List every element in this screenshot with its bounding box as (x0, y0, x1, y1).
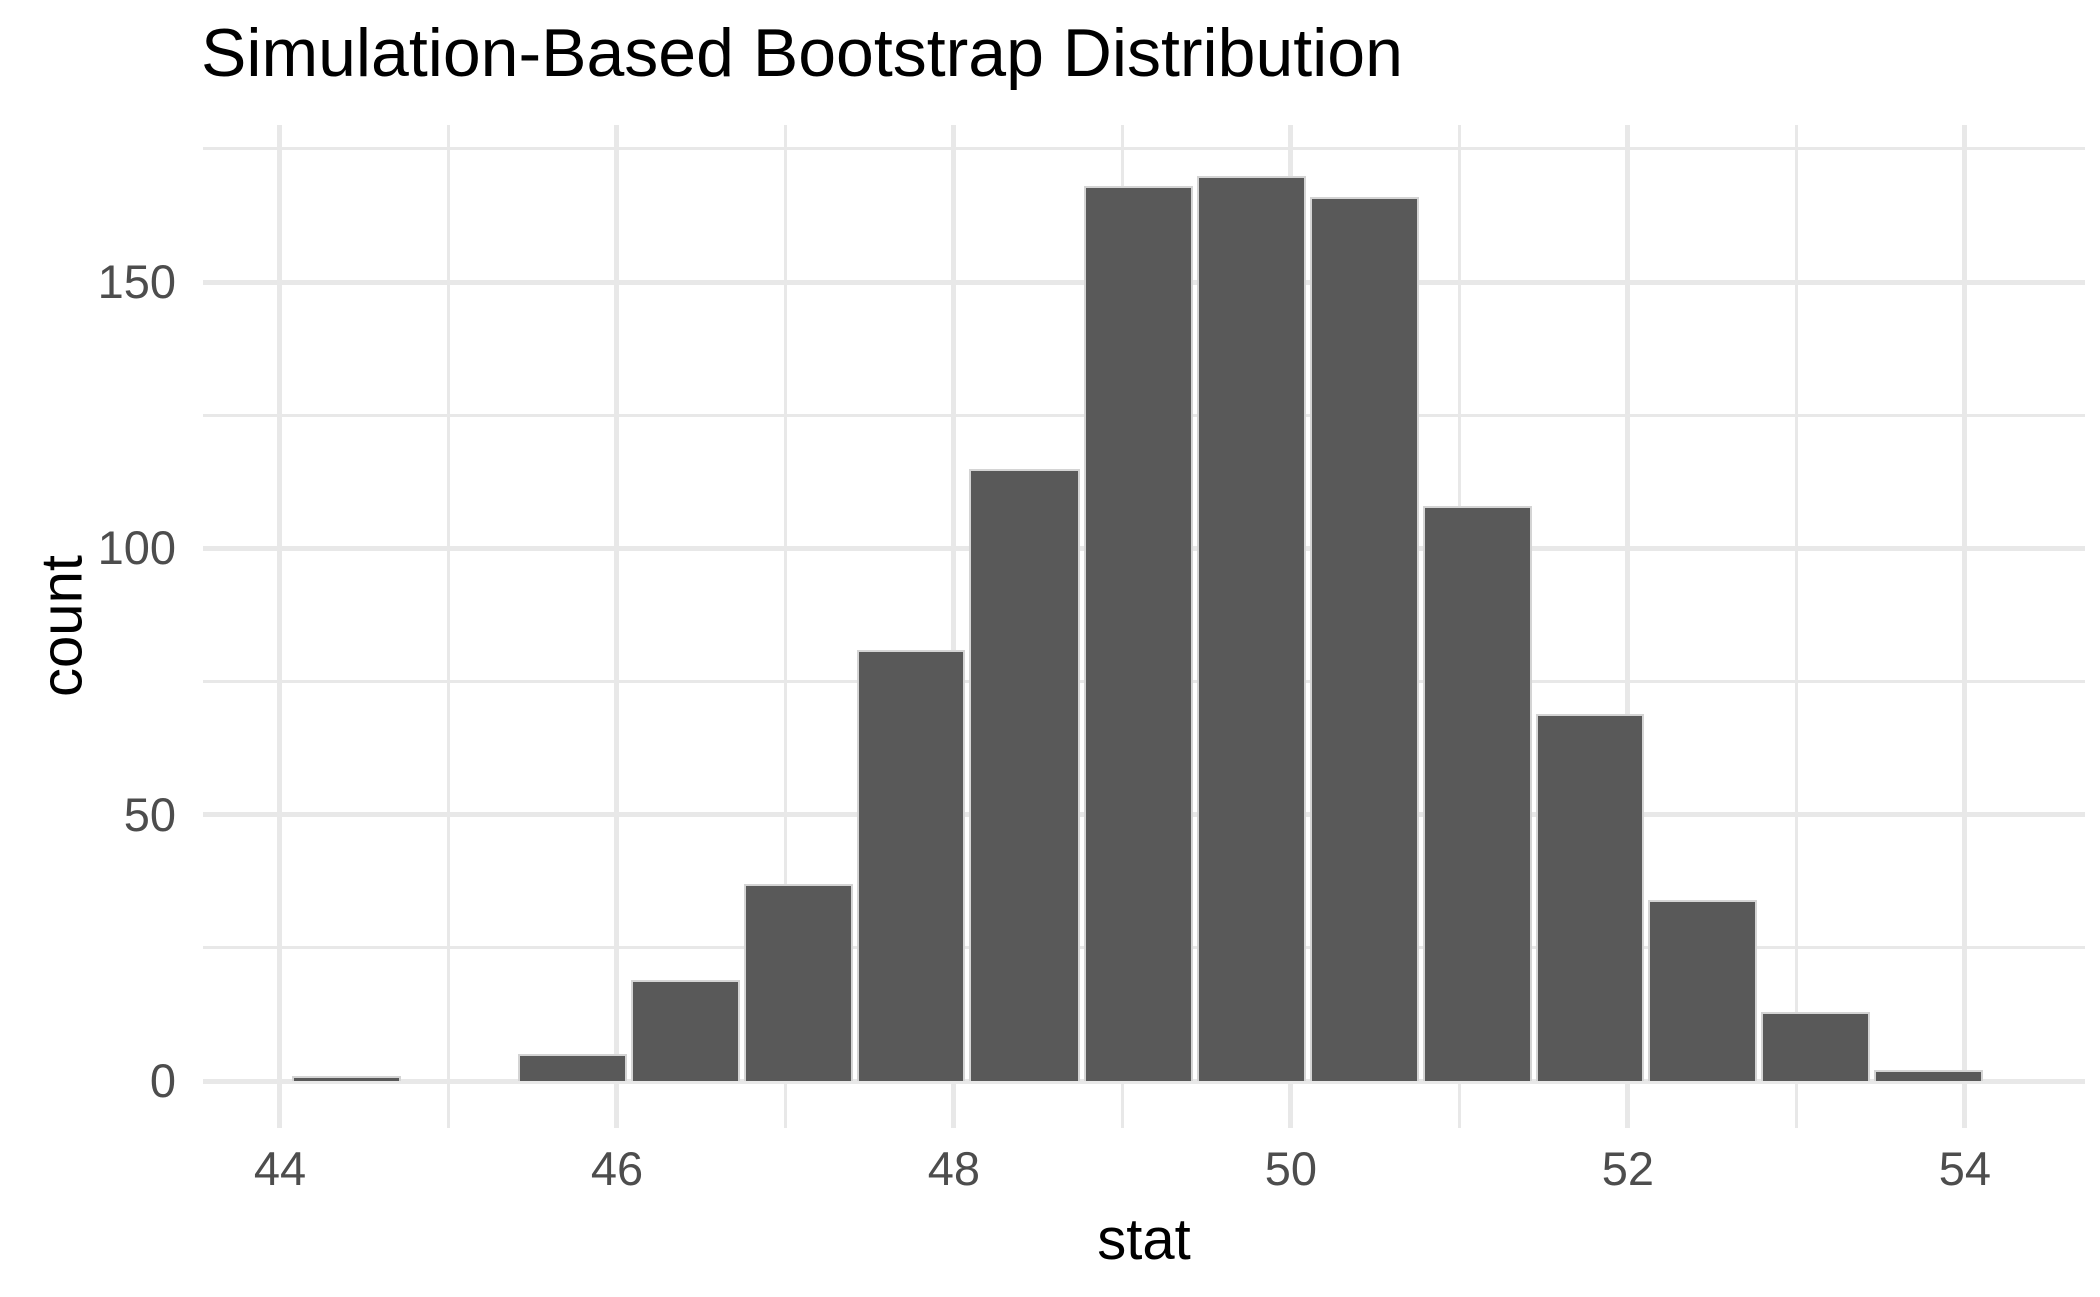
x-axis-title: stat (1097, 1207, 1191, 1272)
gridline-major-vertical (951, 125, 957, 1128)
y-tick-label: 0 (149, 1054, 176, 1108)
x-tick-label: 52 (1601, 1142, 1655, 1195)
histogram-bar (969, 468, 1080, 1081)
y-tick-label: 50 (123, 787, 176, 841)
histogram-bar (517, 1054, 627, 1082)
x-tick-label: 54 (1938, 1142, 1991, 1195)
gridline-major-horizontal (203, 1078, 2085, 1084)
y-tick-label: 150 (97, 255, 176, 309)
histogram-bar (1761, 1011, 1871, 1082)
gridline-major-vertical (277, 125, 283, 1128)
gridline-major-vertical (1962, 125, 1968, 1128)
histogram-bar (292, 1075, 401, 1081)
histogram-bar (1874, 1070, 1984, 1081)
histogram-bar (743, 883, 853, 1082)
histogram-bar (1535, 713, 1645, 1081)
x-tick-label: 46 (590, 1142, 644, 1195)
gridline-major-vertical (614, 125, 620, 1128)
histogram-bar (1422, 505, 1532, 1081)
x-tick-label: 48 (927, 1142, 981, 1195)
gridline-minor-vertical (1794, 125, 1798, 1128)
histogram-bar (1309, 196, 1419, 1081)
gridline-minor-vertical (783, 125, 787, 1128)
plot-panel (203, 125, 2085, 1128)
histogram-bar (630, 979, 740, 1082)
y-tick-label: 100 (97, 521, 176, 575)
gridline-minor-vertical (446, 125, 450, 1128)
gridline-minor-horizontal (203, 147, 2085, 151)
histogram-bar (1196, 175, 1306, 1082)
gridline-major-vertical (1625, 125, 1631, 1128)
histogram-bar (1083, 186, 1193, 1081)
histogram-bar (856, 649, 966, 1082)
x-tick-label: 50 (1264, 1142, 1318, 1195)
x-tick-label: 44 (253, 1142, 307, 1195)
plot-title: Simulation-Based Bootstrap Distribution (201, 15, 1403, 91)
histogram-bar (1648, 899, 1758, 1082)
